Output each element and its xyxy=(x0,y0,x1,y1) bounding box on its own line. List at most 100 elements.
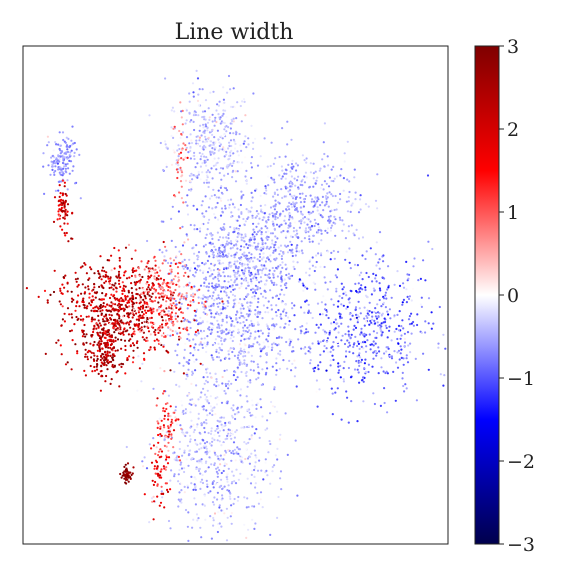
scatter-point xyxy=(280,223,283,226)
scatter-point xyxy=(265,267,268,270)
scatter-point xyxy=(309,359,312,362)
scatter-point xyxy=(325,182,328,185)
scatter-point xyxy=(395,327,398,331)
scatter-point xyxy=(137,309,140,312)
scatter-point xyxy=(141,304,145,307)
scatter-point xyxy=(377,324,380,327)
scatter-point xyxy=(223,339,226,343)
scatter-point xyxy=(68,155,71,158)
scatter-point xyxy=(59,203,62,206)
scatter-point xyxy=(402,282,405,285)
scatter-point xyxy=(189,300,192,303)
scatter-point xyxy=(368,323,371,326)
scatter-point xyxy=(206,381,209,384)
scatter-point xyxy=(113,318,116,322)
scatter-point xyxy=(97,314,100,317)
scatter-point xyxy=(176,171,179,174)
scatter-point xyxy=(350,224,353,227)
scatter-point xyxy=(193,275,196,278)
scatter-point xyxy=(66,290,69,293)
scatter-point xyxy=(212,304,215,307)
scatter-point xyxy=(403,337,406,340)
scatter-point xyxy=(236,407,239,410)
scatter-point xyxy=(87,285,90,288)
scatter-point xyxy=(42,152,45,155)
scatter-point xyxy=(345,307,348,310)
scatter-point xyxy=(213,462,216,465)
scatter-point xyxy=(197,412,200,415)
scatter-point xyxy=(317,252,320,255)
scatter-point xyxy=(265,221,268,224)
scatter-point xyxy=(204,470,207,473)
scatter-point xyxy=(364,203,368,206)
scatter-point xyxy=(337,365,340,368)
scatter-point xyxy=(136,190,139,193)
scatter-point xyxy=(196,255,200,258)
scatter-point xyxy=(327,351,330,354)
scatter-point xyxy=(286,244,290,247)
scatter-point xyxy=(197,469,201,473)
scatter-point xyxy=(273,325,276,328)
scatter-point xyxy=(271,272,275,275)
scatter-point xyxy=(334,318,337,321)
scatter-point xyxy=(130,473,133,477)
scatter-point xyxy=(75,315,78,319)
scatter-point xyxy=(112,353,115,356)
scatter-point xyxy=(207,327,210,330)
scatter-point xyxy=(177,505,180,508)
scatter-point xyxy=(232,87,235,90)
scatter-point xyxy=(182,179,185,182)
scatter-point xyxy=(282,251,285,254)
scatter-point xyxy=(227,387,230,390)
scatter-point xyxy=(162,289,165,292)
scatter-point xyxy=(204,243,207,246)
scatter-point xyxy=(206,343,209,346)
scatter-point xyxy=(246,281,249,284)
scatter-point xyxy=(400,348,403,351)
scatter-point xyxy=(315,179,318,182)
scatter-point xyxy=(184,264,187,267)
scatter-point xyxy=(197,332,200,335)
scatter-point xyxy=(222,228,226,231)
scatter-point xyxy=(70,149,73,152)
scatter-point xyxy=(66,148,69,151)
scatter-point xyxy=(250,282,253,285)
scatter-point xyxy=(297,280,301,283)
scatter-point xyxy=(50,156,53,159)
scatter-point xyxy=(51,163,54,166)
scatter-point xyxy=(371,365,374,368)
scatter-point xyxy=(205,181,209,184)
scatter-point xyxy=(259,355,262,358)
scatter-point xyxy=(201,212,204,215)
scatter-point xyxy=(206,228,209,231)
scatter-point xyxy=(103,315,106,318)
scatter-point xyxy=(135,318,138,321)
scatter-point xyxy=(160,490,163,493)
scatter-point xyxy=(215,403,219,406)
scatter-point xyxy=(410,312,413,315)
scatter-point xyxy=(301,154,304,157)
scatter-point xyxy=(272,249,275,252)
scatter-point xyxy=(60,168,63,171)
scatter-point xyxy=(405,260,408,263)
scatter-point xyxy=(193,261,196,264)
scatter-point xyxy=(100,365,103,368)
scatter-point xyxy=(273,388,276,391)
scatter-point xyxy=(92,358,95,361)
scatter-point xyxy=(396,351,399,354)
scatter-point xyxy=(200,458,203,461)
scatter-point xyxy=(71,169,74,172)
scatter-point xyxy=(207,289,210,292)
scatter-point xyxy=(201,88,204,91)
scatter-point xyxy=(157,433,160,437)
scatter-point xyxy=(118,282,121,285)
scatter-point xyxy=(240,311,243,315)
scatter-point xyxy=(97,372,100,375)
scatter-point xyxy=(164,402,167,406)
scatter-point xyxy=(104,323,107,326)
scatter-point xyxy=(382,321,385,324)
scatter-point xyxy=(307,350,310,353)
scatter-point xyxy=(135,280,138,284)
scatter-point xyxy=(108,286,111,290)
scatter-point xyxy=(244,114,247,117)
